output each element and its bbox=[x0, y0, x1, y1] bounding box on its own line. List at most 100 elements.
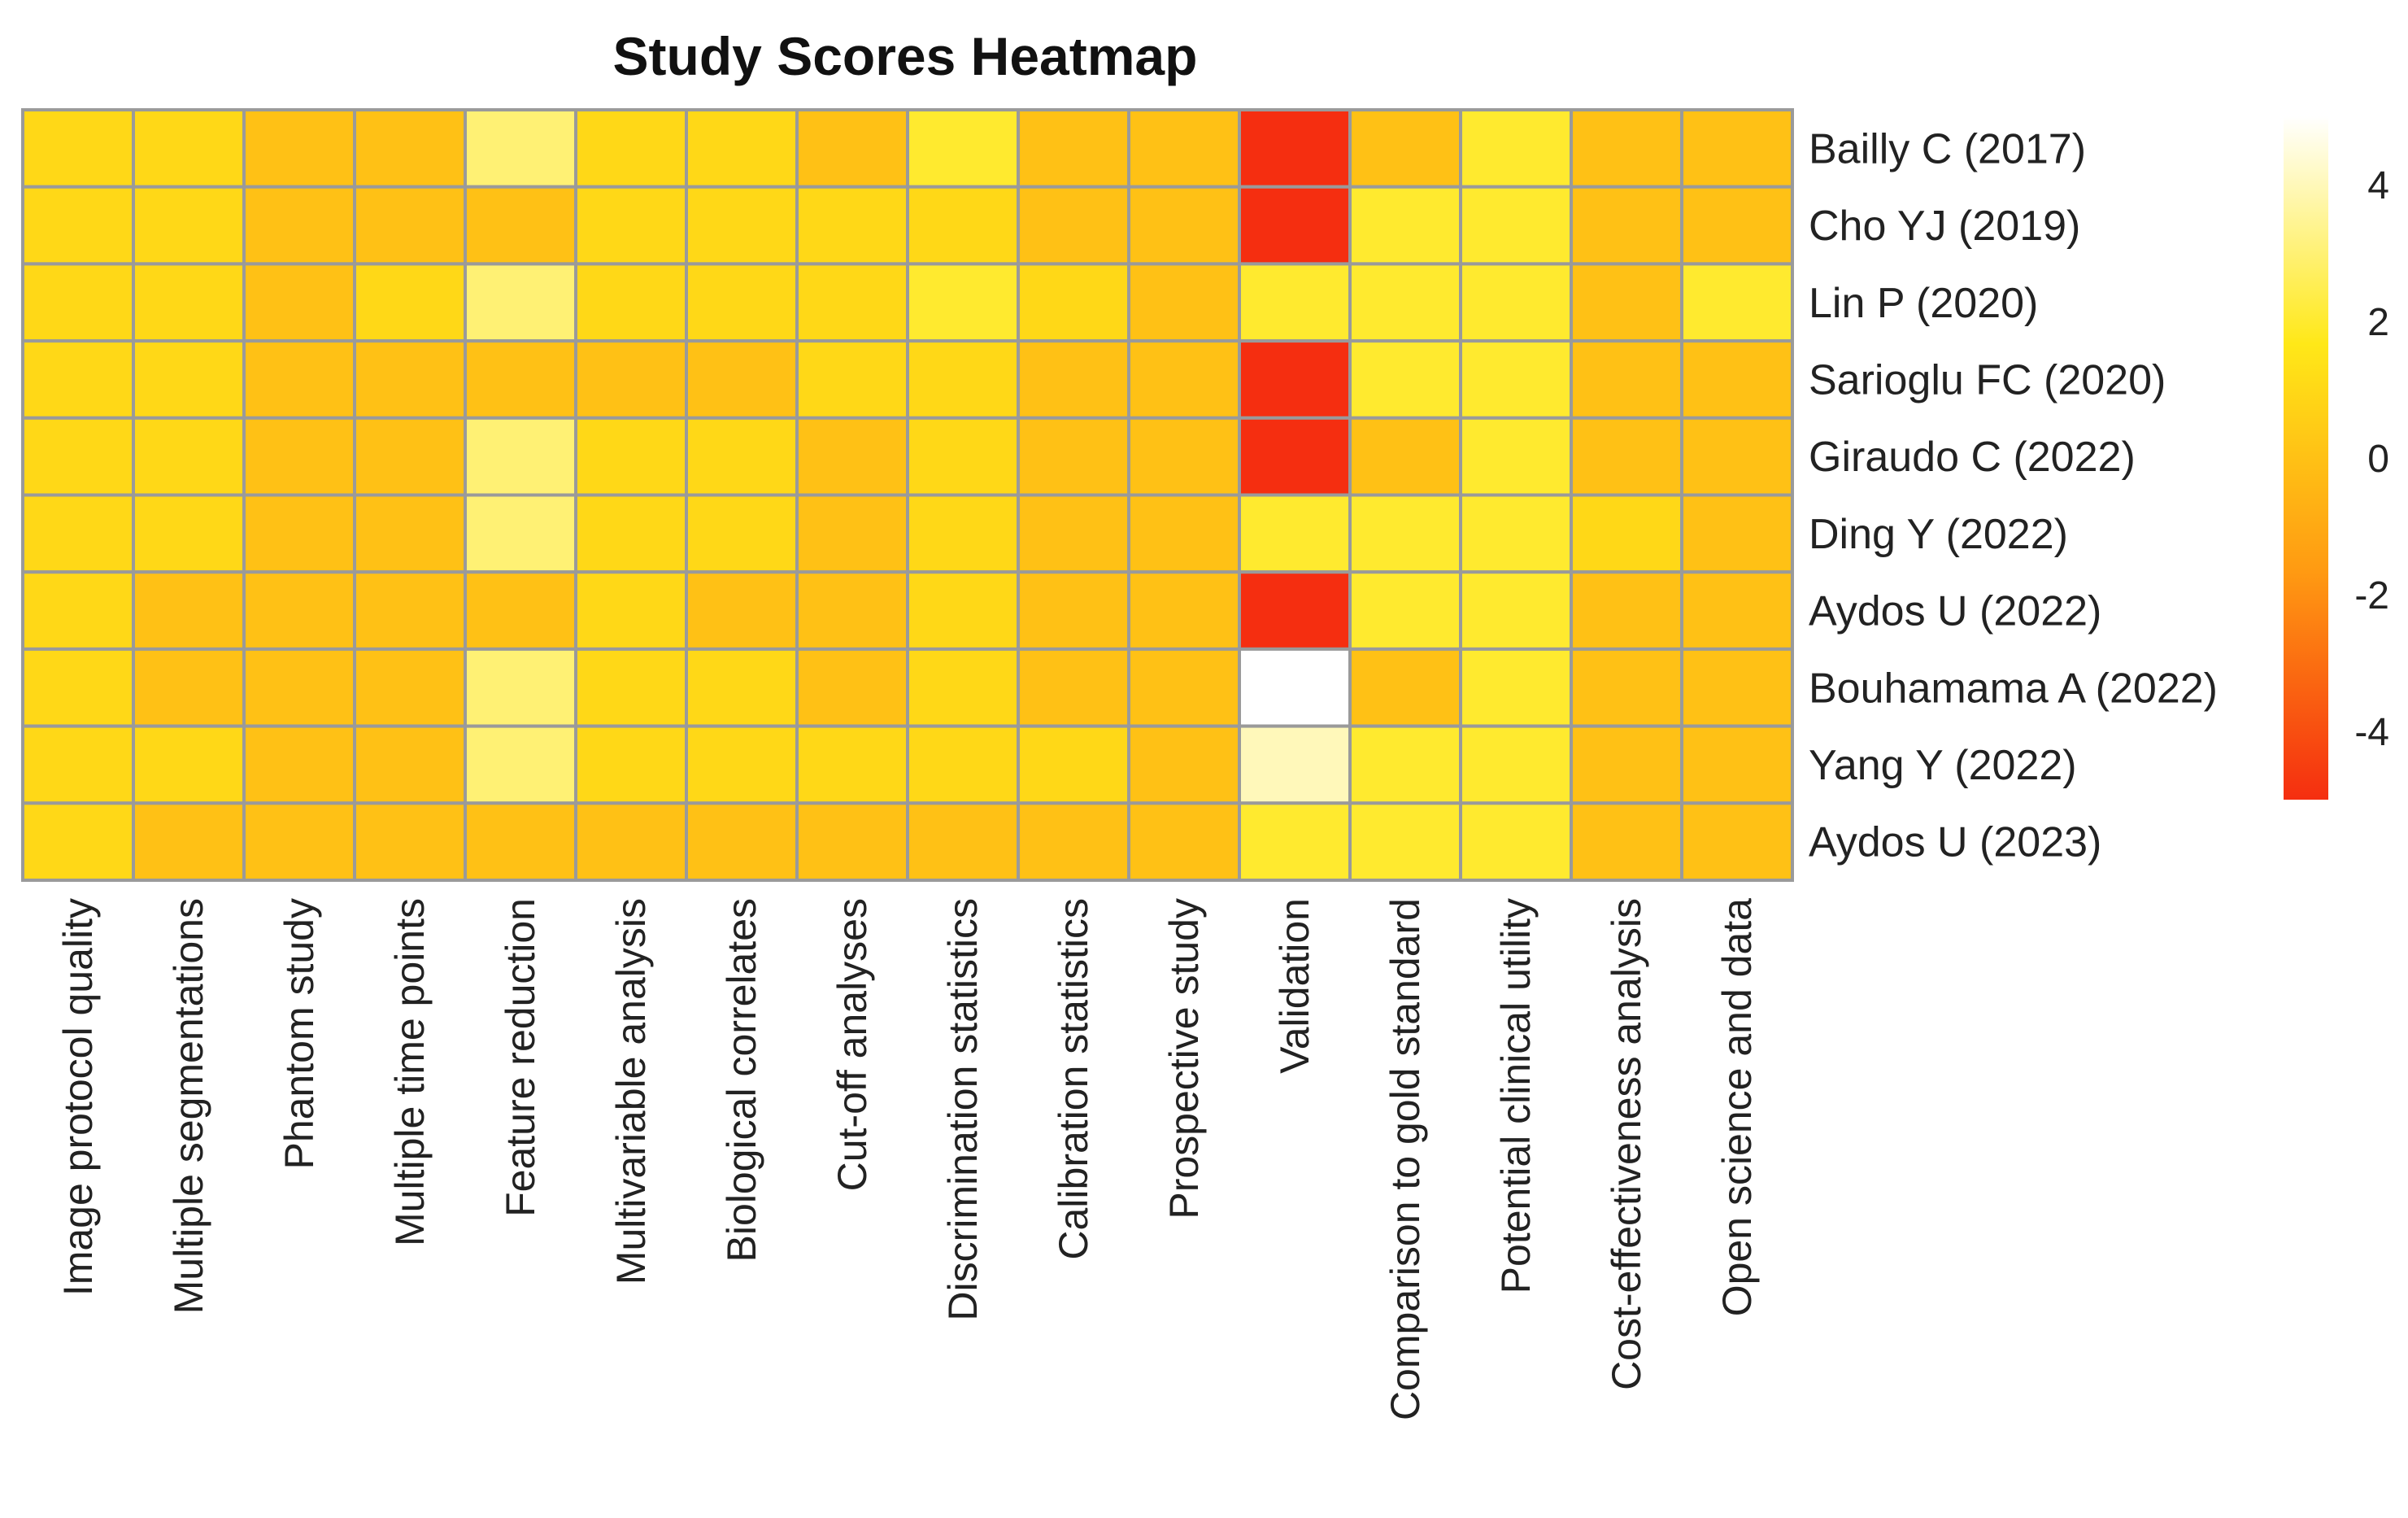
heatmap-cell-r9-c0 bbox=[21, 801, 135, 882]
heatmap-cell-r0-c6 bbox=[685, 108, 799, 189]
row-label: Aydos U (2022) bbox=[1809, 588, 2101, 635]
heatmap-cell-r7-c2 bbox=[242, 647, 356, 728]
heatmap-cell-r9-c1 bbox=[132, 801, 246, 882]
heatmap-cell-r8-c4 bbox=[464, 724, 577, 805]
heatmap-cell-r3-c8 bbox=[906, 339, 1020, 420]
legend-ticks: 4 2 0 -2 -4 bbox=[2354, 164, 2389, 754]
heatmap-cell-r2-c8 bbox=[906, 262, 1020, 343]
heatmap-cell-r8-c8 bbox=[906, 724, 1020, 805]
heatmap-cell-r6-c6 bbox=[685, 570, 799, 651]
heatmap-cell-r4-c12 bbox=[1348, 416, 1462, 497]
heatmap-cell-r7-c1 bbox=[132, 647, 246, 728]
heatmap-cell-r0-c4 bbox=[464, 108, 577, 189]
heatmap-cell-r5-c8 bbox=[906, 493, 1020, 574]
heatmap-cell-r1-c14 bbox=[1570, 185, 1683, 266]
heatmap-cell-r3-c12 bbox=[1348, 339, 1462, 420]
color-legend: 4 2 0 -2 -4 bbox=[2284, 116, 2389, 800]
column-label: Prospective study bbox=[1161, 898, 1207, 1219]
legend-tick-label: -4 bbox=[2354, 711, 2389, 754]
column-label: Calibration statistics bbox=[1051, 898, 1096, 1260]
heatmap-cell-r0-c14 bbox=[1570, 108, 1683, 189]
heatmap-cell-r7-c13 bbox=[1459, 647, 1573, 728]
heatmap-cell-r2-c7 bbox=[795, 262, 909, 343]
legend-tick-label: -2 bbox=[2354, 574, 2389, 617]
heatmap-cell-r7-c5 bbox=[574, 647, 688, 728]
column-label: Image protocol quality bbox=[55, 898, 101, 1296]
heatmap-cell-r4-c5 bbox=[574, 416, 688, 497]
heatmap-cell-r1-c9 bbox=[1017, 185, 1130, 266]
heatmap-cell-r4-c11 bbox=[1238, 416, 1352, 497]
heatmap-cell-r1-c1 bbox=[132, 185, 246, 266]
heatmap-cell-r5-c0 bbox=[21, 493, 135, 574]
heatmap-cell-r4-c7 bbox=[795, 416, 909, 497]
heatmap-cell-r3-c9 bbox=[1017, 339, 1130, 420]
heatmap-cell-r2-c12 bbox=[1348, 262, 1462, 343]
heatmap-cell-r2-c13 bbox=[1459, 262, 1573, 343]
heatmap-cell-r9-c14 bbox=[1570, 801, 1683, 882]
heatmap-cell-r2-c4 bbox=[464, 262, 577, 343]
heatmap-cell-r7-c11 bbox=[1238, 647, 1352, 728]
heatmap-cell-r8-c9 bbox=[1017, 724, 1130, 805]
heatmap-cell-r2-c1 bbox=[132, 262, 246, 343]
heatmap-cell-r5-c2 bbox=[242, 493, 356, 574]
heatmap-cell-r3-c1 bbox=[132, 339, 246, 420]
heatmap-cell-r4-c4 bbox=[464, 416, 577, 497]
heatmap-cell-r8-c0 bbox=[21, 724, 135, 805]
heatmap-cell-r0-c11 bbox=[1238, 108, 1352, 189]
row-label: Giraudo C (2022) bbox=[1809, 434, 2136, 481]
heatmap-cell-r7-c15 bbox=[1680, 647, 1794, 728]
heatmap-cell-r0-c2 bbox=[242, 108, 356, 189]
heatmap-cell-r3-c14 bbox=[1570, 339, 1683, 420]
heatmap-cell-r2-c5 bbox=[574, 262, 688, 343]
heatmap-cell-r8-c6 bbox=[685, 724, 799, 805]
heatmap-cell-r0-c12 bbox=[1348, 108, 1462, 189]
heatmap-cell-r5-c14 bbox=[1570, 493, 1683, 574]
heatmap-cell-r8-c14 bbox=[1570, 724, 1683, 805]
heatmap-cell-r2-c2 bbox=[242, 262, 356, 343]
heatmap-cell-r2-c15 bbox=[1680, 262, 1794, 343]
heatmap-cell-r9-c15 bbox=[1680, 801, 1794, 882]
heatmap-cell-r1-c8 bbox=[906, 185, 1020, 266]
heatmap-cell-r4-c2 bbox=[242, 416, 356, 497]
heatmap-cell-r3-c0 bbox=[21, 339, 135, 420]
heatmap-cell-r1-c15 bbox=[1680, 185, 1794, 266]
heatmap-cell-r7-c10 bbox=[1127, 647, 1241, 728]
heatmap-cell-r1-c12 bbox=[1348, 185, 1462, 266]
heatmap-cell-r4-c15 bbox=[1680, 416, 1794, 497]
row-label: Bouhamama A (2022) bbox=[1809, 665, 2218, 712]
heatmap-cell-r9-c8 bbox=[906, 801, 1020, 882]
heatmap-cell-r9-c11 bbox=[1238, 801, 1352, 882]
heatmap-cell-r6-c12 bbox=[1348, 570, 1462, 651]
column-label: Discrimination statistics bbox=[940, 898, 986, 1321]
heatmap-cell-r9-c2 bbox=[242, 801, 356, 882]
heatmap-cell-r0-c13 bbox=[1459, 108, 1573, 189]
heatmap-cell-r5-c7 bbox=[795, 493, 909, 574]
column-label: Multiple time points bbox=[387, 898, 433, 1246]
heatmap-cell-r7-c0 bbox=[21, 647, 135, 728]
heatmap-cell-r8-c13 bbox=[1459, 724, 1573, 805]
row-label: Cho YJ (2019) bbox=[1809, 203, 2080, 250]
column-label: Open science and data bbox=[1714, 898, 1760, 1316]
heatmap-cell-r1-c10 bbox=[1127, 185, 1241, 266]
heatmap-cell-r5-c6 bbox=[685, 493, 799, 574]
row-label: Yang Y (2022) bbox=[1809, 742, 2077, 789]
row-labels: Bailly C (2017) Cho YJ (2019) Lin P (2020)… bbox=[1809, 125, 2218, 866]
heatmap-cell-r4-c9 bbox=[1017, 416, 1130, 497]
heatmap-cell-r1-c0 bbox=[21, 185, 135, 266]
row-label: Lin P (2020) bbox=[1809, 280, 2038, 327]
heatmap-cell-r2-c9 bbox=[1017, 262, 1130, 343]
row-label: Sarioglu FC (2020) bbox=[1809, 356, 2166, 403]
heatmap-cell-r1-c4 bbox=[464, 185, 577, 266]
heatmap-cell-r8-c3 bbox=[353, 724, 467, 805]
heatmap-cell-r6-c13 bbox=[1459, 570, 1573, 651]
heatmap-cell-r2-c14 bbox=[1570, 262, 1683, 343]
heatmap-cell-r7-c8 bbox=[906, 647, 1020, 728]
heatmap-cell-r4-c13 bbox=[1459, 416, 1573, 497]
heatmap-cell-r6-c14 bbox=[1570, 570, 1683, 651]
heatmap-cell-r3-c10 bbox=[1127, 339, 1241, 420]
heatmap-cell-r5-c3 bbox=[353, 493, 467, 574]
heatmap-cell-r7-c12 bbox=[1348, 647, 1462, 728]
heatmap-cell-r0-c15 bbox=[1680, 108, 1794, 189]
chart-title: Study Scores Heatmap bbox=[613, 26, 1198, 86]
